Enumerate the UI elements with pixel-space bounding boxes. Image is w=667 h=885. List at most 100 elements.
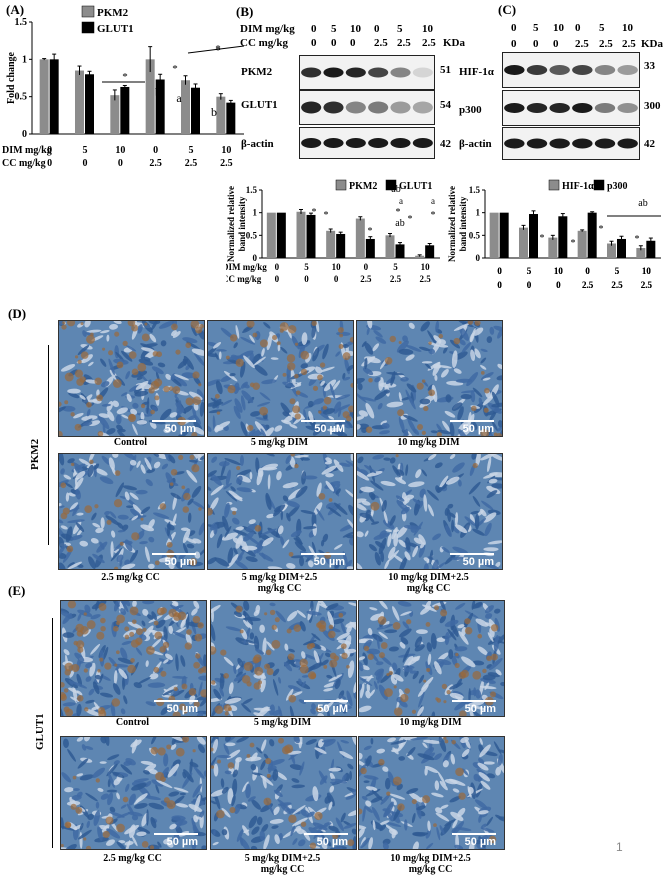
cell-nucleus — [309, 662, 323, 671]
stain-spot — [100, 617, 106, 624]
cell-nucleus — [110, 547, 123, 562]
stain-spot — [480, 370, 485, 375]
cell-nucleus — [147, 682, 166, 688]
cell-nucleus — [340, 621, 346, 634]
stain-spot — [392, 621, 401, 630]
cell-nucleus — [324, 652, 331, 658]
dose-dim-value: 10 — [554, 266, 564, 276]
cell-nucleus — [318, 770, 327, 784]
cell-nucleus — [459, 339, 466, 346]
stain-spot — [480, 428, 490, 436]
cell-nucleus — [444, 554, 456, 565]
cell-nucleus — [293, 737, 301, 744]
section-d-side-label: PKM2 — [29, 438, 41, 470]
stain-spot — [378, 652, 385, 659]
cell-nucleus — [63, 474, 72, 480]
cell-nucleus — [388, 646, 399, 652]
bar-gray — [181, 80, 190, 134]
dose-dim-value: 0 — [585, 266, 590, 276]
cell-nucleus — [363, 775, 379, 780]
stain-spot — [197, 668, 204, 674]
stain-spot — [350, 382, 353, 388]
cell-nucleus — [194, 414, 202, 425]
stain-spot — [311, 321, 317, 327]
cell-nucleus — [323, 688, 334, 692]
cell-nucleus — [450, 739, 461, 750]
bar-black — [365, 238, 375, 258]
cell-nucleus — [199, 401, 204, 417]
cell-nucleus — [186, 543, 195, 549]
stain-spot — [84, 505, 93, 513]
cell-nucleus — [457, 406, 464, 421]
cell-nucleus — [242, 781, 249, 793]
stain-spot — [220, 649, 227, 656]
stain-spot — [112, 379, 122, 388]
cell-nucleus — [500, 681, 504, 687]
cell-nucleus — [486, 773, 496, 779]
cell-nucleus — [474, 799, 488, 810]
cell-nucleus — [387, 737, 397, 743]
cell-nucleus — [398, 539, 407, 548]
blot-band — [368, 67, 389, 78]
cell-nucleus — [223, 656, 234, 666]
cell-nucleus — [183, 769, 194, 783]
cell-nucleus — [353, 680, 356, 694]
cell-nucleus — [303, 526, 317, 530]
cell-nucleus — [199, 454, 204, 461]
stain-spot — [74, 369, 84, 378]
cell-nucleus — [256, 816, 263, 826]
cell-nucleus — [361, 500, 371, 506]
cell-nucleus — [392, 465, 401, 478]
stain-spot — [342, 352, 351, 361]
bar-gray — [577, 230, 587, 258]
cell-nucleus — [121, 350, 133, 362]
cell-nucleus — [222, 515, 229, 532]
panel-label-a: (A) — [6, 2, 25, 17]
cell-nucleus — [417, 684, 429, 697]
cell-nucleus — [380, 671, 393, 683]
stain-spot — [453, 337, 461, 345]
cell-nucleus — [199, 696, 206, 707]
cell-nucleus — [448, 778, 466, 786]
stain-spot — [397, 409, 405, 417]
cell-nucleus — [259, 830, 266, 841]
dose-cc-value: 0 — [47, 158, 52, 169]
stain-spot — [168, 386, 174, 391]
stain-spot — [316, 706, 323, 713]
cell-nucleus — [289, 423, 298, 429]
cell-nucleus — [370, 796, 383, 803]
cell-nucleus — [408, 322, 415, 329]
stain-spot — [61, 324, 67, 330]
stain-spot — [299, 658, 308, 668]
stain-spot — [254, 666, 264, 676]
cell-nucleus — [127, 621, 143, 629]
cell-nucleus — [317, 713, 325, 716]
cell-nucleus — [201, 845, 206, 849]
cell-nucleus — [249, 334, 255, 343]
cell-nucleus — [196, 389, 204, 402]
cell-nucleus — [464, 516, 477, 527]
blot-dose-cc: 2.5 — [374, 37, 388, 49]
cell-nucleus — [260, 706, 269, 713]
cell-nucleus — [382, 842, 389, 849]
glut1-caption-1: 5 mg/kg DIM — [253, 717, 312, 728]
stain-spot — [104, 662, 112, 670]
cell-nucleus — [91, 512, 97, 521]
stain-spot — [63, 706, 70, 713]
stain-spot — [182, 708, 188, 714]
cell-nucleus — [406, 788, 419, 794]
cell-nucleus — [452, 462, 465, 473]
cell-nucleus — [260, 759, 266, 771]
cell-nucleus — [282, 482, 299, 489]
cell-nucleus — [481, 500, 494, 510]
cell-nucleus — [329, 383, 336, 399]
cell-nucleus — [347, 519, 353, 530]
cell-nucleus — [341, 774, 347, 782]
blot-band — [390, 67, 411, 78]
cell-nucleus — [64, 482, 73, 489]
cell-nucleus — [128, 793, 136, 806]
cell-nucleus — [243, 829, 250, 834]
cell-nucleus — [148, 768, 158, 775]
stain-spot — [317, 374, 323, 381]
dose-cc-value: 2.5 — [641, 280, 653, 290]
